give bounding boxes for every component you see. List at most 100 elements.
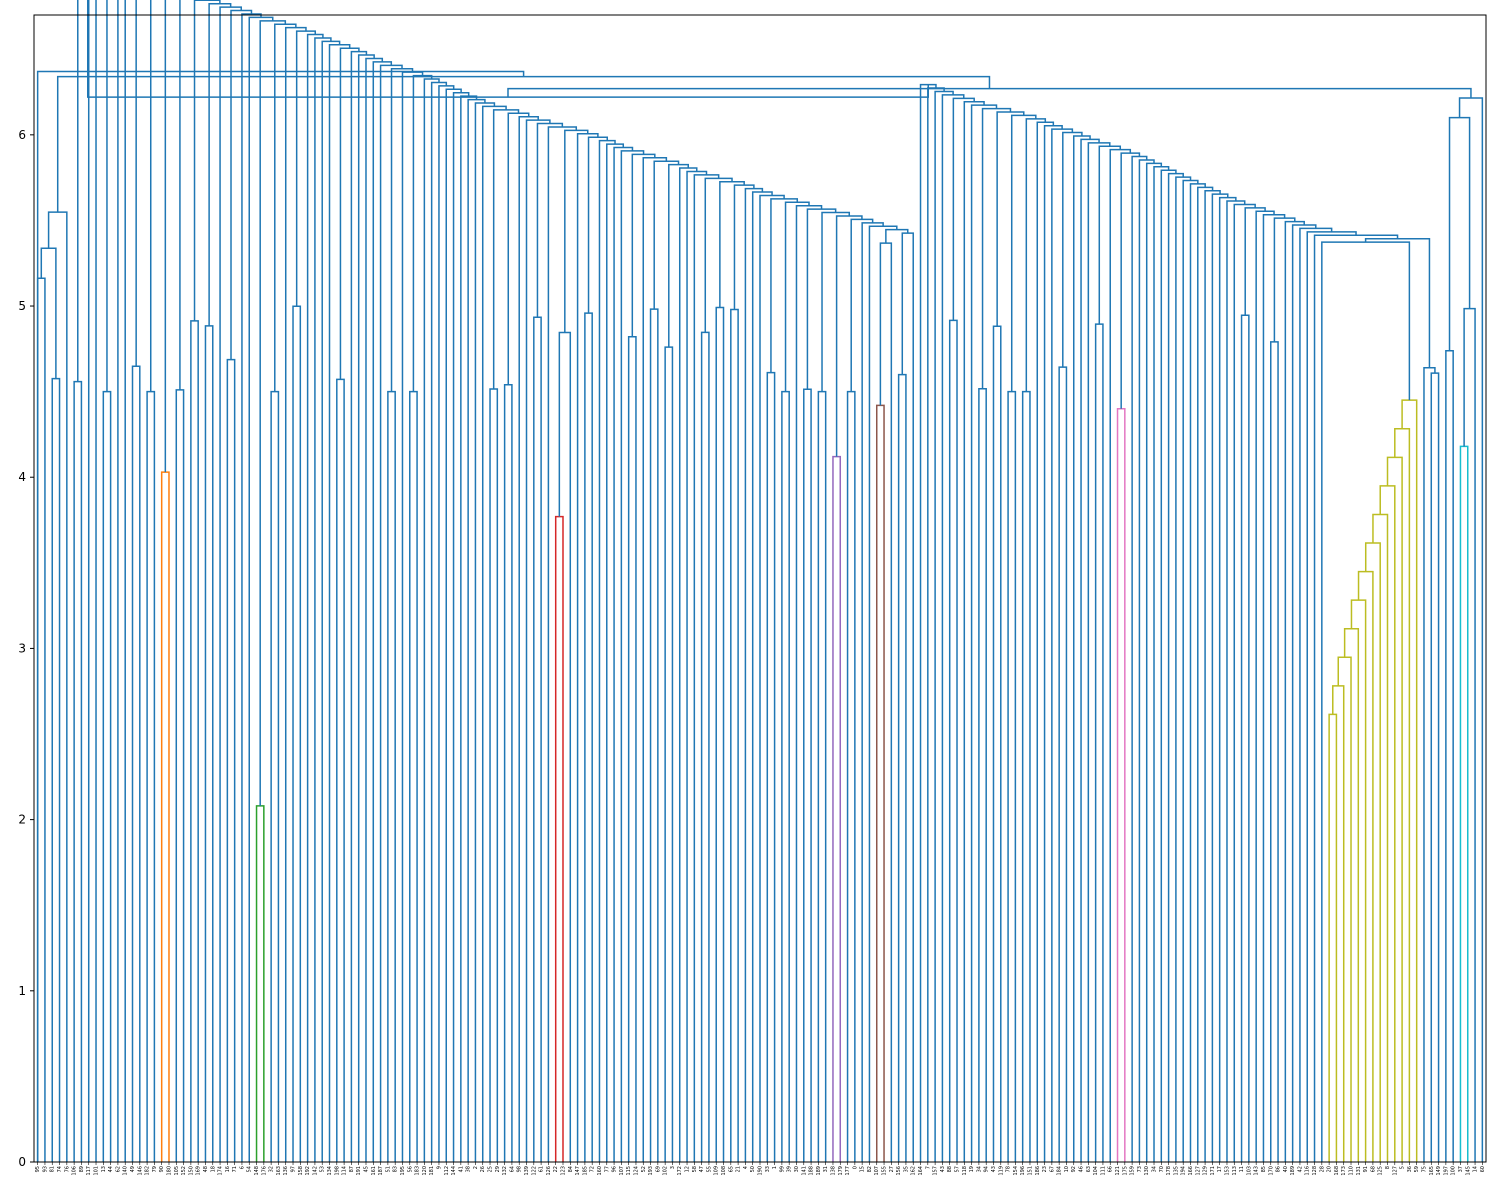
leaf-label: 16	[225, 1166, 231, 1172]
leaf-label: 21	[736, 1166, 742, 1172]
leaf-label: 0	[852, 1166, 858, 1169]
dendrogram-link	[536, 122, 564, 318]
dendrogram-link	[668, 163, 690, 348]
leaf-label: 126	[546, 1166, 552, 1176]
dendrogram-link	[51, 377, 61, 1162]
leaf-label: 171	[1210, 1166, 1216, 1176]
leaf-label: 140	[123, 1166, 129, 1176]
leaf-label: 49	[130, 1166, 136, 1172]
dendrogram-link	[835, 215, 863, 457]
leaf-label: 119	[998, 1166, 1004, 1176]
dendrogram-link	[996, 111, 1025, 327]
dendrogram-link	[409, 390, 418, 1162]
leaf-label: 52	[641, 1166, 647, 1172]
leaf-label: 106	[72, 1166, 78, 1176]
dendrogram-link	[160, 471, 170, 1162]
dendrogram-link	[412, 74, 433, 392]
leaf-label: 22	[553, 1166, 559, 1172]
leaf-label: 7	[925, 1166, 931, 1169]
leaf-label: 109	[714, 1166, 720, 1176]
dendrogram-link	[704, 177, 733, 333]
leaf-label: 122	[531, 1166, 537, 1176]
leaf-label: 86	[1276, 1166, 1282, 1172]
dendrogram-link	[719, 180, 745, 308]
leaf-label: 189	[816, 1166, 822, 1176]
y-tick-label: 4	[18, 470, 26, 484]
leaf-label: 135	[1173, 1166, 1179, 1176]
leaf-label: 141	[801, 1166, 807, 1176]
leaf-label: 94	[984, 1166, 990, 1172]
leaf-label: 48	[203, 1166, 209, 1172]
leaf-label: 77	[604, 1166, 610, 1172]
dendrogram-link	[503, 383, 513, 1162]
dendrogram-link	[613, 146, 634, 1162]
leaf-label: 36	[1407, 1166, 1413, 1172]
leaf-label: 161	[371, 1166, 377, 1176]
leaf-label: 43	[940, 1166, 946, 1172]
y-tick-label: 1	[18, 984, 26, 998]
leaf-label: 169	[196, 1166, 202, 1176]
dendrogram-link	[554, 515, 564, 1162]
leaf-label: 41	[458, 1166, 464, 1172]
leaf-label: 115	[626, 1166, 632, 1176]
leaf-label: 68	[1370, 1166, 1376, 1172]
leaf-label: 2	[473, 1166, 479, 1169]
leaf-label: 62	[115, 1166, 121, 1172]
dendrogram-link	[1328, 713, 1338, 1162]
leaf-labels: 95 93 81 74 76 106 89 117 101 13 44 62 140 49 146 182 79…	[35, 1162, 1486, 1176]
leaf-label: 78	[1006, 1166, 1012, 1172]
dendrogram-link	[781, 390, 790, 1162]
dendrogram-link	[40, 247, 57, 379]
leaf-label: 114	[342, 1166, 348, 1176]
leaf-label: 158	[298, 1166, 304, 1176]
leaf-label: 110	[1349, 1166, 1355, 1176]
dendrogram-link	[653, 160, 680, 310]
dendrogram-link	[1430, 372, 1440, 1162]
leaf-label: 79	[152, 1166, 158, 1172]
leaf-label: 190	[758, 1166, 764, 1176]
dendrogram-link	[1337, 656, 1352, 1162]
dendrogram-link	[1332, 685, 1345, 1162]
dendrogram-link	[879, 242, 893, 1162]
leaf-label: 149	[1436, 1166, 1442, 1176]
y-tick-label: 2	[18, 813, 26, 827]
dendrogram-link	[193, 0, 221, 321]
dendrogram-link	[1459, 445, 1469, 1162]
dendrogram-link	[1458, 97, 1484, 1162]
dendrogram-link	[284, 26, 307, 1162]
leaf-label: 102	[663, 1166, 669, 1176]
y-axis: 0 1 2 3 4 5 6	[18, 128, 34, 1169]
leaf-label: 174	[218, 1166, 224, 1176]
leaf-label: 195	[400, 1166, 406, 1176]
leaf-label: 89	[79, 1166, 85, 1172]
dendrogram-link	[897, 373, 907, 1162]
leaf-label: 19	[969, 1166, 975, 1172]
leaf-label: 73	[1137, 1166, 1143, 1172]
leaf-label: 35	[903, 1166, 909, 1172]
leaf-label: 11	[1239, 1166, 1245, 1172]
dendrogram-link	[36, 277, 46, 1162]
dendrogram-link	[558, 331, 572, 1162]
dendrogram-link	[901, 232, 914, 1162]
leaf-label: 154	[1013, 1166, 1019, 1176]
leaf-label: 157	[933, 1166, 939, 1176]
dendrogram-link	[47, 211, 68, 1162]
leaf-label: 152	[181, 1166, 187, 1176]
leaf-label: 182	[145, 1166, 151, 1176]
leaf-label: 84	[568, 1166, 574, 1172]
leaf-label: 183	[415, 1166, 421, 1176]
leaf-label: 31	[823, 1166, 829, 1172]
dendrogram-link	[489, 388, 499, 1162]
leaf-label: 15	[860, 1166, 866, 1172]
dendrogram-link	[1364, 237, 1431, 368]
dendrogram-link	[190, 320, 199, 1162]
leaf-label: 53	[320, 1166, 326, 1172]
leaf-label: 85	[1261, 1166, 1267, 1172]
leaf-label: 191	[356, 1166, 362, 1176]
leaf-label: 5	[1400, 1166, 1406, 1169]
leaf-label: 63	[1086, 1166, 1092, 1172]
leaf-label: 184	[1057, 1166, 1063, 1176]
leaf-label: 150	[188, 1166, 194, 1176]
leaf-label: 70	[1159, 1166, 1165, 1172]
